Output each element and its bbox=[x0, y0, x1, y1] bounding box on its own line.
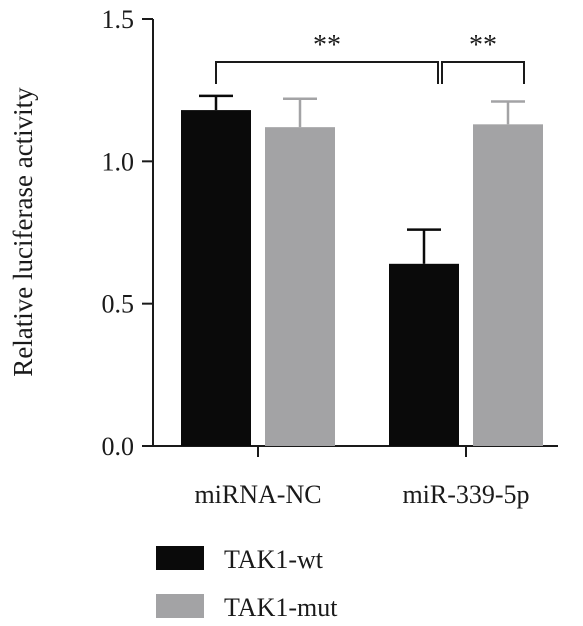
significance-bracket-mir bbox=[441, 61, 525, 84]
y-tick-label: 1.5 bbox=[102, 5, 135, 34]
y-axis-title: Relative luciferase activity bbox=[8, 87, 38, 377]
y-tick-label: 1.0 bbox=[102, 147, 135, 176]
legend-swatch bbox=[156, 546, 204, 570]
bar bbox=[265, 127, 335, 446]
bar bbox=[181, 110, 251, 447]
x-tick-label: miRNA-NC bbox=[194, 480, 321, 509]
x-tick-label: miR-339-5p bbox=[402, 480, 529, 509]
legend-swatch bbox=[156, 594, 204, 618]
significance-label: ** bbox=[469, 30, 497, 61]
significance-label: ** bbox=[313, 30, 341, 61]
y-tick-label: 0.5 bbox=[102, 290, 135, 319]
bar bbox=[389, 263, 459, 446]
y-tick-label: 0.0 bbox=[102, 432, 135, 461]
legend-label: TAK1-wt bbox=[224, 545, 324, 574]
significance-bracket-wt bbox=[215, 61, 439, 84]
bar bbox=[473, 124, 543, 447]
legend-label: TAK1-mut bbox=[224, 593, 338, 622]
